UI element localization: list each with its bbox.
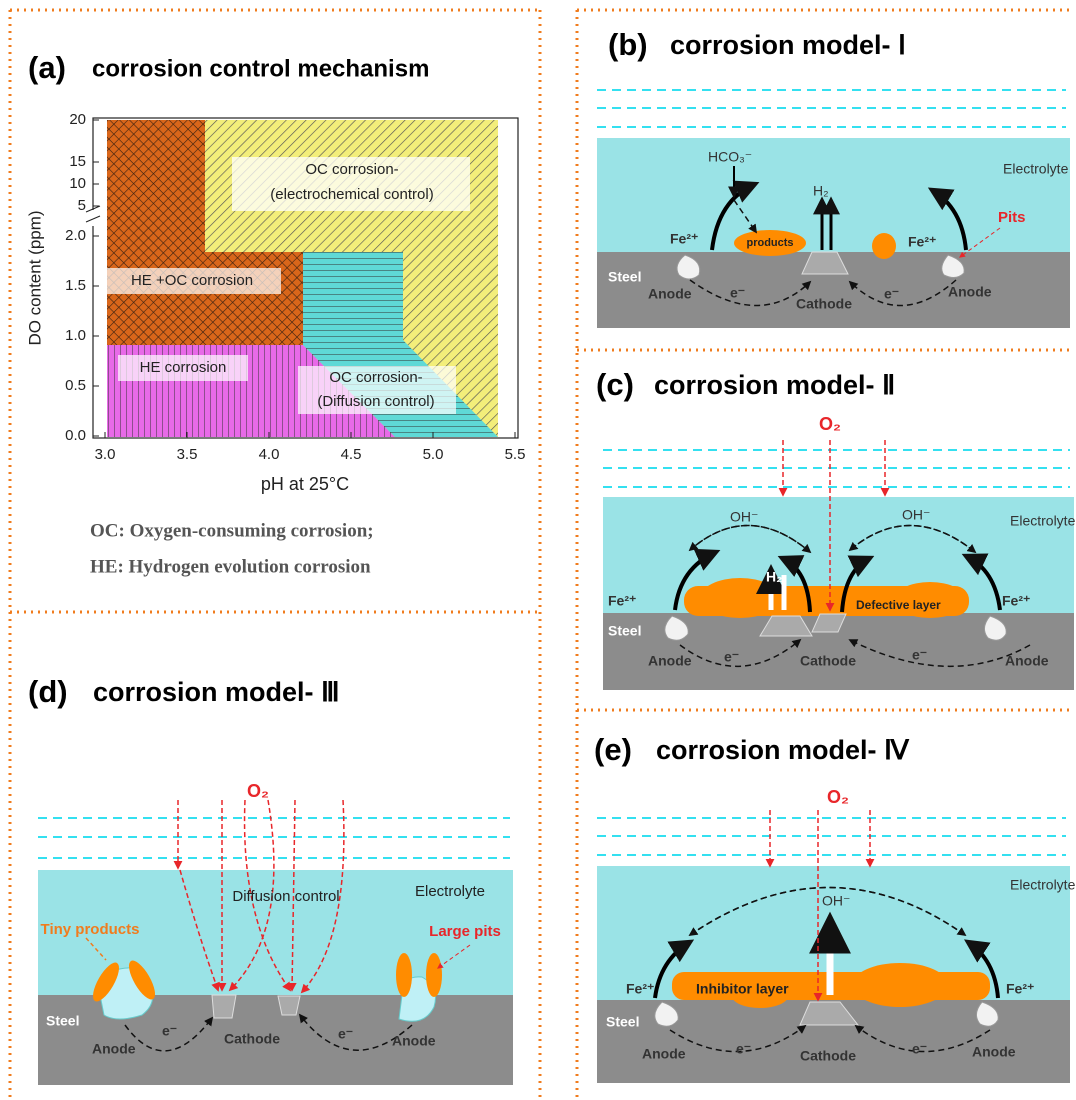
layer-shape	[396, 953, 412, 997]
label: H₂	[813, 183, 829, 199]
x-axis-label: pH at 25°C	[261, 474, 349, 494]
layer-shape	[852, 963, 948, 1007]
label: Anode	[948, 284, 992, 300]
elec-shape	[597, 138, 1070, 252]
note: HE: Hydrogen evolution corrosion	[90, 556, 371, 577]
y-tick-label: 15	[69, 153, 86, 170]
label: Steel	[46, 1013, 79, 1029]
label: Cathode	[224, 1031, 280, 1047]
label: OH⁻	[730, 509, 758, 525]
label: e⁻	[884, 286, 899, 302]
label: O₂	[827, 787, 849, 807]
panel-label: (b)	[608, 27, 648, 62]
label: Electrolyte	[1003, 161, 1069, 177]
y-axis-label: DO content (ppm)	[25, 210, 44, 345]
x-tick-label: 5.0	[423, 446, 444, 463]
label: Electrolyte	[1010, 877, 1076, 893]
label: e⁻	[912, 647, 927, 663]
y-tick-label: 1.5	[65, 277, 86, 294]
label: Anode	[92, 1041, 136, 1057]
note: OC: Oxygen-consuming corrosion;	[90, 520, 374, 541]
label: Tiny products	[41, 921, 140, 938]
label: Steel	[608, 623, 641, 639]
label: Anode	[972, 1044, 1016, 1060]
label: e⁻	[912, 1041, 927, 1057]
axis-break	[86, 210, 100, 226]
region-label: (electrochemical control)	[270, 186, 433, 203]
cath-shape	[278, 996, 300, 1015]
label: O₂	[247, 781, 269, 801]
panel-label: (a)	[28, 50, 66, 85]
y-tick-label: 1.0	[65, 327, 86, 344]
panel-title: corrosion control mechanism	[92, 55, 429, 82]
label: Anode	[648, 653, 692, 669]
figure: (a) corrosion control mechanism OC corro…	[0, 0, 1076, 1100]
y-tick-label: 10	[69, 175, 86, 192]
label: Fe²⁺	[670, 231, 698, 247]
y-tick-label: 2.0	[65, 227, 86, 244]
label: Fe²⁺	[1006, 981, 1034, 997]
label: Large pits	[429, 923, 501, 940]
label: Anode	[392, 1033, 436, 1049]
label: Defective layer	[856, 598, 941, 612]
label: Diffusion control	[232, 888, 339, 905]
label: Anode	[642, 1046, 686, 1062]
panel-title: corrosion model- Ⅰ	[670, 30, 906, 60]
region-label: OC corrosion-	[329, 369, 422, 386]
y-tick-label: 20	[69, 111, 86, 128]
label: e⁻	[730, 285, 745, 301]
label: Fe²⁺	[608, 593, 636, 609]
label: Electrolyte	[415, 883, 485, 900]
label: Anode	[1005, 653, 1049, 669]
x-tick-label: 5.5	[505, 446, 526, 463]
panel-title: corrosion model- Ⅳ	[656, 735, 910, 765]
region-label: HE corrosion	[140, 359, 227, 376]
panel-label: (e)	[594, 732, 632, 767]
label: OH⁻	[902, 507, 930, 523]
panel-e: (e) corrosion model- Ⅳ O₂ Electrolyte OH…	[594, 732, 1076, 1083]
region-label: (Diffusion control)	[317, 393, 434, 410]
panel-title: corrosion model- Ⅲ	[93, 677, 340, 707]
panel-label: (d)	[28, 674, 68, 709]
label: Steel	[608, 269, 641, 285]
region-label: OC corrosion-	[305, 161, 398, 178]
region-label: HE +OC corrosion	[131, 272, 253, 289]
label: products	[746, 237, 793, 249]
label: Fe²⁺	[1002, 593, 1030, 609]
label: HCO₃⁻	[708, 149, 752, 165]
y-tick-label: 5	[78, 197, 86, 214]
panel-d: (d) corrosion model- Ⅲ O₂ Diffusion cont…	[28, 674, 513, 1085]
layer-shape	[872, 233, 896, 259]
label: Fe²⁺	[626, 981, 654, 997]
layer-shape	[426, 953, 442, 997]
label: O₂	[819, 414, 841, 434]
x-tick-label: 3.5	[177, 446, 198, 463]
label: e⁻	[162, 1023, 177, 1039]
panel-a: (a) corrosion control mechanism OC corro…	[25, 50, 525, 577]
label: e⁻	[736, 1041, 751, 1057]
x-tick-label: 4.0	[259, 446, 280, 463]
label: Steel	[606, 1014, 639, 1030]
label: OH⁻	[822, 893, 850, 909]
label: e⁻	[724, 649, 739, 665]
x-tick-label: 4.5	[341, 446, 362, 463]
label: Electrolyte	[1010, 513, 1076, 529]
panel-c: (c) corrosion model- Ⅱ O₂ OH⁻ OH⁻ Electr…	[596, 367, 1076, 690]
label: Cathode	[796, 296, 852, 312]
label: Fe²⁺	[908, 234, 936, 250]
x-tick-label: 3.0	[95, 446, 116, 463]
label: e⁻	[338, 1026, 353, 1042]
y-tick-label: 0.5	[65, 377, 86, 394]
panel-label: (c)	[596, 367, 634, 402]
label: H₂	[766, 569, 782, 585]
y-tick-label: 0.0	[65, 427, 86, 444]
panel-b: (b) corrosion model- Ⅰ HCO₃⁻ Electrolyte…	[597, 27, 1070, 328]
label: Cathode	[800, 1048, 856, 1064]
label: Cathode	[800, 653, 856, 669]
label: Anode	[648, 286, 692, 302]
label: Pits	[998, 209, 1026, 226]
label: Inhibitor layer	[696, 981, 789, 997]
panel-title: corrosion model- Ⅱ	[654, 370, 895, 400]
cath-shape	[212, 995, 236, 1018]
